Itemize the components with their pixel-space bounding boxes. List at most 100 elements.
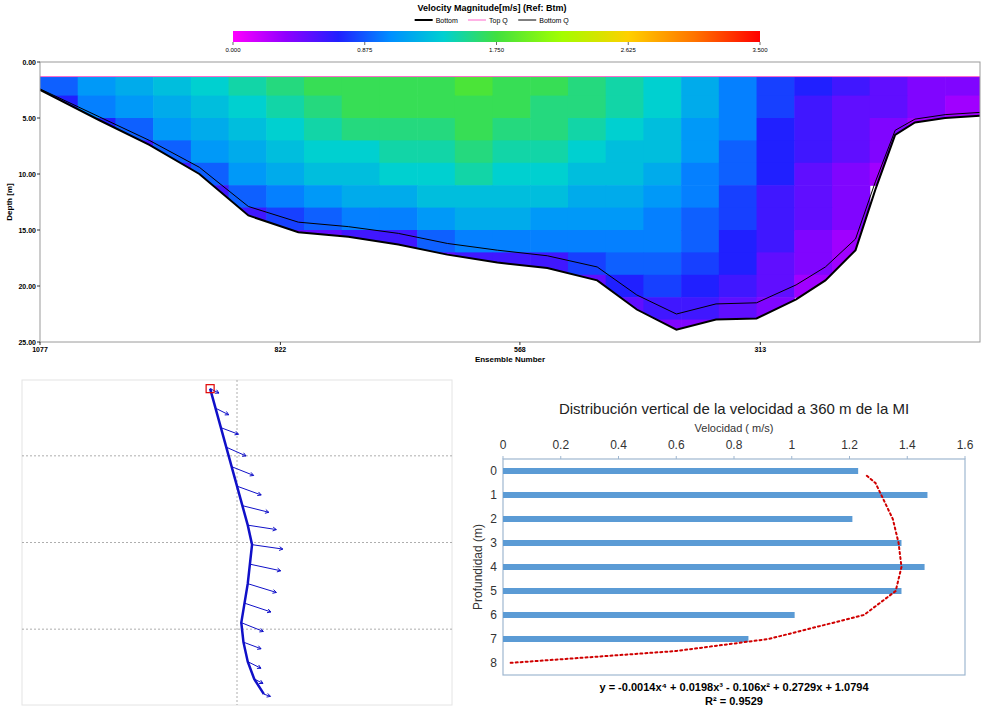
x-tick-label: 1.4: [899, 438, 916, 452]
heatmap-cell: [417, 96, 455, 119]
heatmap-cell: [455, 185, 493, 208]
bar-plot: [503, 468, 927, 663]
y-tick-label: 25.00: [18, 339, 36, 346]
y-tick-label: 1: [490, 488, 497, 502]
heatmap-cell: [681, 252, 719, 275]
heatmap-cell: [681, 230, 719, 253]
heatmap-cell: [493, 208, 531, 231]
heatmap-cell: [794, 208, 832, 231]
heatmap-cell: [266, 96, 304, 119]
heatmap-cell: [304, 77, 342, 97]
heatmap-cell: [757, 252, 795, 275]
heatmap-cell: [757, 185, 795, 208]
velocity-vector: [243, 642, 261, 649]
heatmap-cell: [681, 208, 719, 231]
heatmap-cell: [907, 77, 945, 97]
heatmap-cell: [870, 96, 908, 119]
heatmap-cell: [568, 77, 606, 97]
heatmap-cell: [455, 230, 493, 253]
plot-frame: [40, 62, 980, 342]
legend-swatch: [468, 20, 486, 21]
velocity-vector: [248, 662, 261, 669]
y-tick-label: 3: [490, 536, 497, 550]
heatmap-cell: [719, 185, 757, 208]
heatmap-cell: [719, 77, 757, 97]
heatmap-cell: [191, 96, 229, 119]
plot-area: [40, 77, 980, 342]
x-tick: [40, 342, 41, 345]
trend-line: [509, 476, 902, 663]
heatmap-cell: [78, 77, 116, 97]
bar: [503, 492, 927, 498]
y-tick: [37, 286, 40, 287]
heatmap-cell: [266, 118, 304, 141]
heatmap-cell: [417, 140, 455, 163]
heatmap-cell: [681, 118, 719, 141]
heatmap-cell: [757, 77, 795, 97]
figure: Velocity Magnitude[m/s] (Ref: Btm) Bottom…: [0, 0, 985, 713]
velocity-vector: [237, 486, 261, 495]
heatmap-cell: [266, 230, 304, 253]
heatmap-cell: [229, 163, 267, 186]
legend: BottomTop QBottom Q: [415, 17, 570, 25]
velocity-vector: [252, 545, 283, 551]
bar: [503, 612, 795, 618]
heatmap-cell: [342, 77, 380, 97]
heatmap-cell: [455, 163, 493, 186]
plot-frame: [503, 459, 965, 675]
heatmap-cell: [379, 77, 417, 97]
heatmap-cell: [643, 140, 681, 163]
heatmap-cell: [266, 185, 304, 208]
heatmap-cell: [493, 140, 531, 163]
velocity-vector: [248, 525, 277, 531]
heatmap-cell: [794, 77, 832, 97]
colorbar-tick: [760, 42, 761, 45]
x-tick-label: 0.4: [610, 438, 627, 452]
x-axis-title: Velocidad ( m/s): [695, 422, 774, 434]
heatmap-cell: [229, 96, 267, 119]
heatmap-cell: [568, 208, 606, 231]
heatmap-cell: [417, 118, 455, 141]
bar: [503, 564, 925, 570]
heatmap-cell: [530, 77, 568, 97]
legend-swatch: [415, 19, 433, 21]
heatmap-cell: [681, 163, 719, 186]
track-line: [210, 389, 264, 695]
colorbar-tick-label: 0.000: [225, 47, 241, 53]
x-tick-label: 313: [754, 346, 766, 353]
heatmap-cell: [757, 208, 795, 231]
heatmap-cell: [530, 230, 568, 253]
heatmap-cell: [719, 96, 757, 119]
heatmap-cell: [606, 252, 644, 275]
x-tick-label: 0: [500, 438, 507, 452]
grid-line: [22, 542, 452, 543]
series-line: [40, 90, 980, 330]
heatmap-cell: [379, 208, 417, 231]
heatmap-cell: [681, 96, 719, 119]
bar: [503, 516, 852, 522]
grid-line: [237, 380, 238, 705]
chart-title: Velocity Magnitude[m/s] (Ref: Btm): [417, 3, 566, 13]
series-line: [40, 76, 980, 77]
legend-label: Bottom: [436, 17, 458, 24]
heatmap-cell: [719, 320, 757, 342]
heatmap-cell: [681, 275, 719, 298]
bar: [503, 636, 748, 642]
colorbar-tick-label: 3.500: [752, 47, 768, 53]
heatmap-cell: [643, 96, 681, 119]
legend-label: Bottom Q: [539, 17, 569, 25]
y-tick-label: 5: [490, 584, 497, 598]
heatmap-cell: [191, 140, 229, 163]
heatmap-cell: [719, 252, 757, 275]
bar: [503, 468, 858, 474]
heatmap-cell: [568, 140, 606, 163]
heatmap-cell: [643, 252, 681, 275]
x-tick: [519, 342, 520, 345]
heatmap-cell: [266, 140, 304, 163]
y-tick: [37, 342, 40, 343]
heatmap-cell: [304, 96, 342, 119]
heatmap-cell: [229, 77, 267, 97]
heatmap-cell: [379, 96, 417, 119]
y-tick-label: 8: [490, 656, 497, 670]
heatmap-cell: [342, 96, 380, 119]
